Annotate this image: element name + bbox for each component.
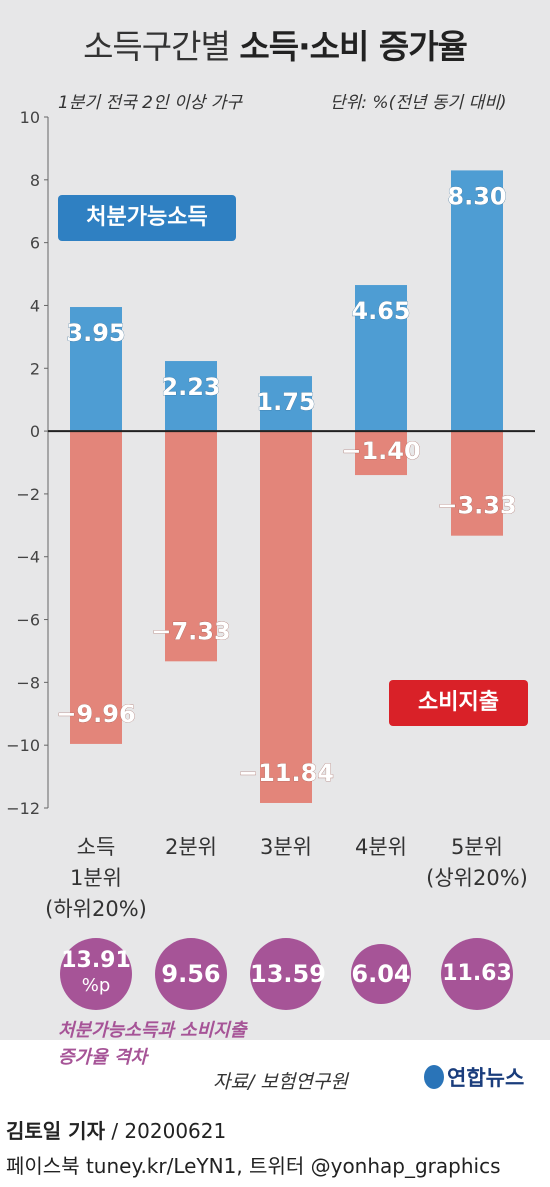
gap-value: 6.04 bbox=[351, 960, 411, 988]
category-label: 5분위 bbox=[451, 835, 503, 859]
y-tick-label: 0 bbox=[30, 422, 40, 441]
spend-bar bbox=[451, 431, 503, 536]
reporter-name: 김토일 기자 bbox=[6, 1119, 105, 1143]
spend-bar bbox=[165, 431, 217, 662]
y-tick-label: 4 bbox=[30, 296, 40, 315]
category-label: 3분위 bbox=[260, 835, 312, 859]
yonhap-logo: 연합뉴스 bbox=[424, 1062, 524, 1092]
gap-circle: 13.91 %p bbox=[60, 938, 132, 1010]
logo-text: 연합뉴스 bbox=[447, 1066, 525, 1090]
category-label: (하위20%) bbox=[45, 897, 147, 921]
spend-value-label: −1.40 bbox=[341, 437, 420, 465]
category-label: 4분위 bbox=[355, 835, 407, 859]
income-value-label: 8.30 bbox=[447, 182, 506, 210]
category-label: 2분위 bbox=[165, 835, 217, 859]
income-value-label: 3.95 bbox=[66, 319, 125, 347]
category-label: (상위20%) bbox=[426, 866, 528, 890]
income-bar bbox=[451, 170, 503, 432]
yonhap-logo-icon bbox=[424, 1065, 444, 1089]
income-value-label: 1.75 bbox=[256, 388, 315, 416]
legend-income: 처분가능소득 bbox=[58, 195, 236, 241]
gap-value: 13.91 bbox=[61, 948, 131, 973]
source-note: 자료/ 보험연구원 bbox=[213, 1071, 348, 1093]
title-bold: 소득·소비 증가율 bbox=[239, 27, 468, 66]
gap-value: 11.63 bbox=[442, 961, 512, 986]
social-links: 페이스북 tuney.kr/LeYN1, 트위터 @yonhap_graphic… bbox=[6, 1154, 501, 1178]
gap-circle: 11.63 bbox=[441, 938, 513, 1010]
spend-bar bbox=[355, 431, 407, 476]
reporter-date: / 20200621 bbox=[104, 1119, 227, 1143]
income-bar bbox=[355, 285, 407, 432]
income-value-label: 4.65 bbox=[351, 297, 410, 325]
gap-value: 9.56 bbox=[161, 960, 221, 988]
y-tick-label: 6 bbox=[30, 234, 40, 253]
income-bar bbox=[165, 361, 217, 432]
category-label: 1분위 bbox=[70, 866, 122, 890]
gap-circle: 9.56 bbox=[155, 938, 227, 1010]
y-tick-label: −8 bbox=[16, 673, 40, 692]
spend-value-label: −9.96 bbox=[56, 700, 135, 728]
y-tick-label: −6 bbox=[16, 611, 40, 630]
gap-caption-line1: 처분가능소득과 소비지출 bbox=[58, 1020, 247, 1041]
gap-caption-line2: 증가율 격차 bbox=[58, 1047, 148, 1068]
gap-caption: 처분가능소득과 소비지출 증가율 격차 bbox=[58, 1017, 246, 1071]
unit-label: 단위: %(전년 동기 대비) bbox=[330, 93, 507, 113]
gap-unit: %p bbox=[81, 975, 111, 996]
y-tick-label: 10 bbox=[20, 108, 40, 127]
gap-circle: 13.59 bbox=[250, 938, 326, 1010]
income-bar bbox=[260, 376, 312, 432]
spend-bar bbox=[260, 431, 312, 803]
y-tick-label: −2 bbox=[16, 485, 40, 504]
y-tick-label: −10 bbox=[6, 736, 40, 755]
reporter-line: 김토일 기자 / 20200621 bbox=[6, 1115, 226, 1144]
category-label: 소득 bbox=[77, 835, 116, 859]
spend-value-label: −11.84 bbox=[238, 759, 334, 787]
spend-value-label: −7.33 bbox=[151, 617, 230, 645]
chart-title: 소득구간별 소득·소비 증가율 bbox=[0, 20, 550, 68]
income-bar bbox=[70, 307, 122, 432]
gap-circle: 6.04 bbox=[351, 944, 411, 1004]
legend-spend: 소비지출 bbox=[389, 680, 528, 726]
subtitle: 1분기 전국 2인 이상 가구 bbox=[58, 93, 243, 113]
title-normal: 소득구간별 bbox=[83, 27, 231, 66]
spend-bar bbox=[70, 431, 122, 744]
infographic-card: 소득구간별 소득·소비 증가율 1분기 전국 2인 이상 가구 단위: %(전년… bbox=[0, 0, 550, 1093]
gap-value: 13.59 bbox=[250, 960, 326, 988]
y-tick-label: −4 bbox=[16, 548, 40, 567]
y-tick-label: 2 bbox=[30, 359, 40, 378]
y-tick-label: 8 bbox=[30, 171, 40, 190]
income-value-label: 2.23 bbox=[161, 373, 220, 401]
spend-value-label: −3.33 bbox=[437, 492, 516, 520]
y-tick-label: −12 bbox=[6, 799, 40, 818]
bar-chart: 10 8 6 4 2 0 −2 −4 −6 −8 −10 −12 3.95 −9.96 소득 1분위 (하위20… bbox=[6, 108, 535, 921]
